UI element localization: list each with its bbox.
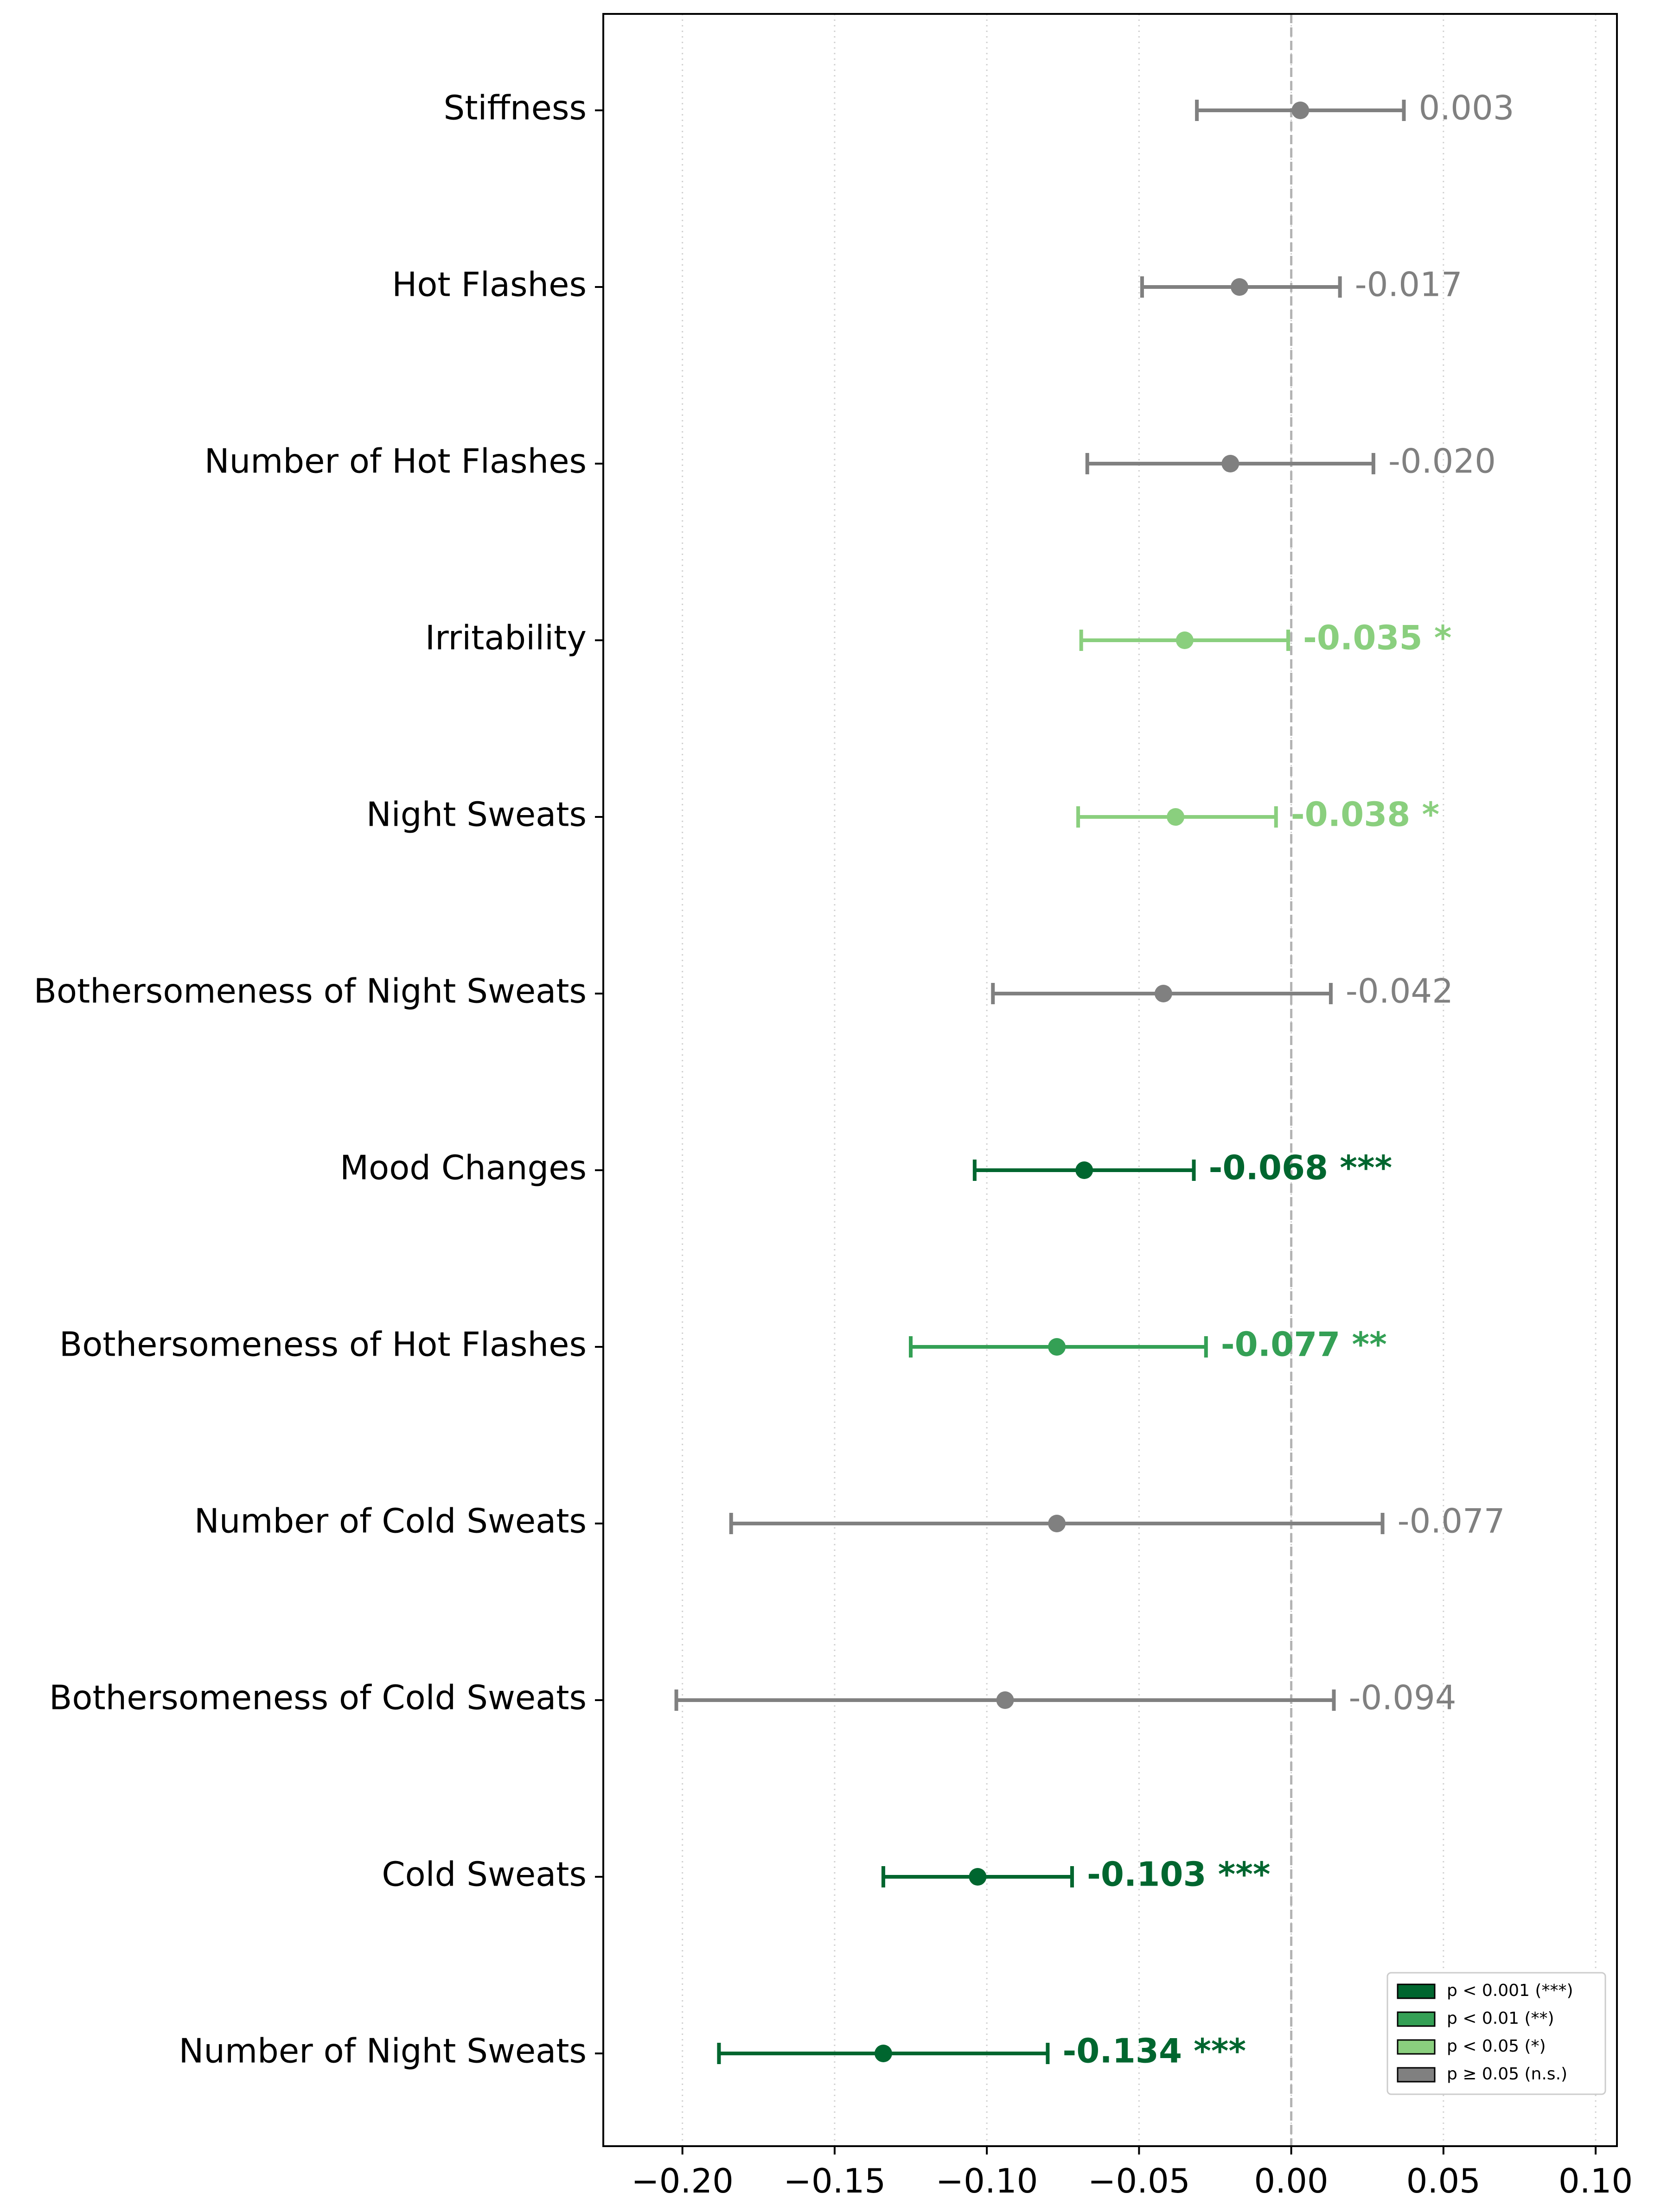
category-label: Stiffness <box>444 89 587 127</box>
forest-row: -0.068 *** <box>972 1148 1393 1187</box>
estimate-point <box>996 1691 1014 1709</box>
plot-frame <box>602 13 1618 2147</box>
x-tick-label: 0.05 <box>1406 2161 1481 2200</box>
category-label: Bothersomeness of Cold Sweats <box>49 1678 587 1717</box>
estimate-point <box>1075 1161 1093 1179</box>
legend-label: p < 0.01 (**) <box>1447 2009 1554 2028</box>
forest-row: -0.020 <box>1085 442 1496 481</box>
estimate-point <box>1175 631 1194 649</box>
estimate-value-label: -0.038 * <box>1291 795 1439 834</box>
legend-label: p ≥ 0.05 (n.s.) <box>1447 2065 1567 2084</box>
forest-row: -0.094 <box>674 1678 1457 1717</box>
legend-label: p < 0.05 (*) <box>1447 2037 1546 2056</box>
estimate-value-label: -0.103 *** <box>1087 1855 1271 1894</box>
forest-row: -0.103 *** <box>881 1855 1271 1894</box>
category-label: Number of Night Sweats <box>179 2032 587 2071</box>
estimate-value-label: 0.003 <box>1418 89 1514 127</box>
category-label: Cold Sweats <box>382 1855 587 1894</box>
forest-row: -0.035 * <box>1079 618 1451 657</box>
legend: p < 0.001 (***) p < 0.01 (**) p < 0.05 (*)… <box>1386 1972 1606 2095</box>
category-label: Bothersomeness of Hot Flashes <box>59 1325 587 1364</box>
axes-layer: Stiffness Hot Flashes Number of Hot Flashe… <box>34 13 1633 2200</box>
category-label: Bothersomeness of Night Sweats <box>34 972 587 1011</box>
estimate-value-label: -0.077 ** <box>1221 1325 1387 1364</box>
category-label: Mood Changes <box>340 1148 587 1187</box>
x-tick-label: −0.20 <box>631 2161 734 2200</box>
estimate-point <box>1221 455 1239 472</box>
estimate-value-label: -0.094 <box>1348 1678 1456 1717</box>
estimate-point <box>1048 1338 1066 1356</box>
estimate-value-label: -0.035 * <box>1303 618 1451 657</box>
category-label: Number of Hot Flashes <box>204 442 587 481</box>
legend-label: p < 0.001 (***) <box>1447 1981 1573 2000</box>
legend-swatch <box>1397 2039 1436 2055</box>
estimate-point <box>1291 102 1310 119</box>
rows-layer: 0.003 -0.017 -0.020 -0.035 * -0.038 * -0.042 -… <box>674 89 1514 2071</box>
estimate-value-label: -0.017 <box>1355 265 1463 304</box>
estimate-value-label: -0.042 <box>1346 972 1453 1011</box>
legend-swatch <box>1397 2011 1436 2027</box>
forest-row: -0.038 * <box>1076 795 1439 834</box>
estimate-point <box>1154 985 1172 1002</box>
x-tick-label: −0.10 <box>936 2161 1038 2200</box>
estimate-value-label: -0.077 <box>1398 1502 1505 1541</box>
estimate-point <box>1048 1515 1066 1532</box>
x-tick-label: −0.05 <box>1088 2161 1190 2200</box>
legend-swatch <box>1397 1983 1436 1999</box>
estimate-value-label: -0.020 <box>1388 442 1496 481</box>
forest-row: -0.077 <box>729 1502 1505 1541</box>
estimate-value-label: -0.134 *** <box>1062 2032 1246 2071</box>
category-label: Night Sweats <box>366 795 587 834</box>
estimate-point <box>874 2045 892 2062</box>
legend-box <box>1386 1972 1606 2095</box>
forest-row: -0.042 <box>991 972 1453 1011</box>
legend-swatch <box>1397 2067 1436 2083</box>
x-tick-label: −0.15 <box>784 2161 886 2200</box>
x-tick-label: 0.00 <box>1254 2161 1328 2200</box>
forest-row: -0.017 <box>1140 265 1463 304</box>
forest-row: 0.003 <box>1195 89 1514 127</box>
category-label: Hot Flashes <box>392 265 587 304</box>
estimate-point <box>1230 278 1248 296</box>
category-label: Number of Cold Sweats <box>194 1502 587 1541</box>
estimate-point <box>1167 808 1185 826</box>
forest-row: -0.077 ** <box>909 1325 1387 1364</box>
x-tick-label: 0.10 <box>1559 2161 1633 2200</box>
forest-row: -0.134 *** <box>717 2032 1246 2071</box>
estimate-value-label: -0.068 *** <box>1209 1148 1393 1187</box>
estimate-point <box>969 1868 987 1886</box>
category-label: Irritability <box>425 618 587 657</box>
